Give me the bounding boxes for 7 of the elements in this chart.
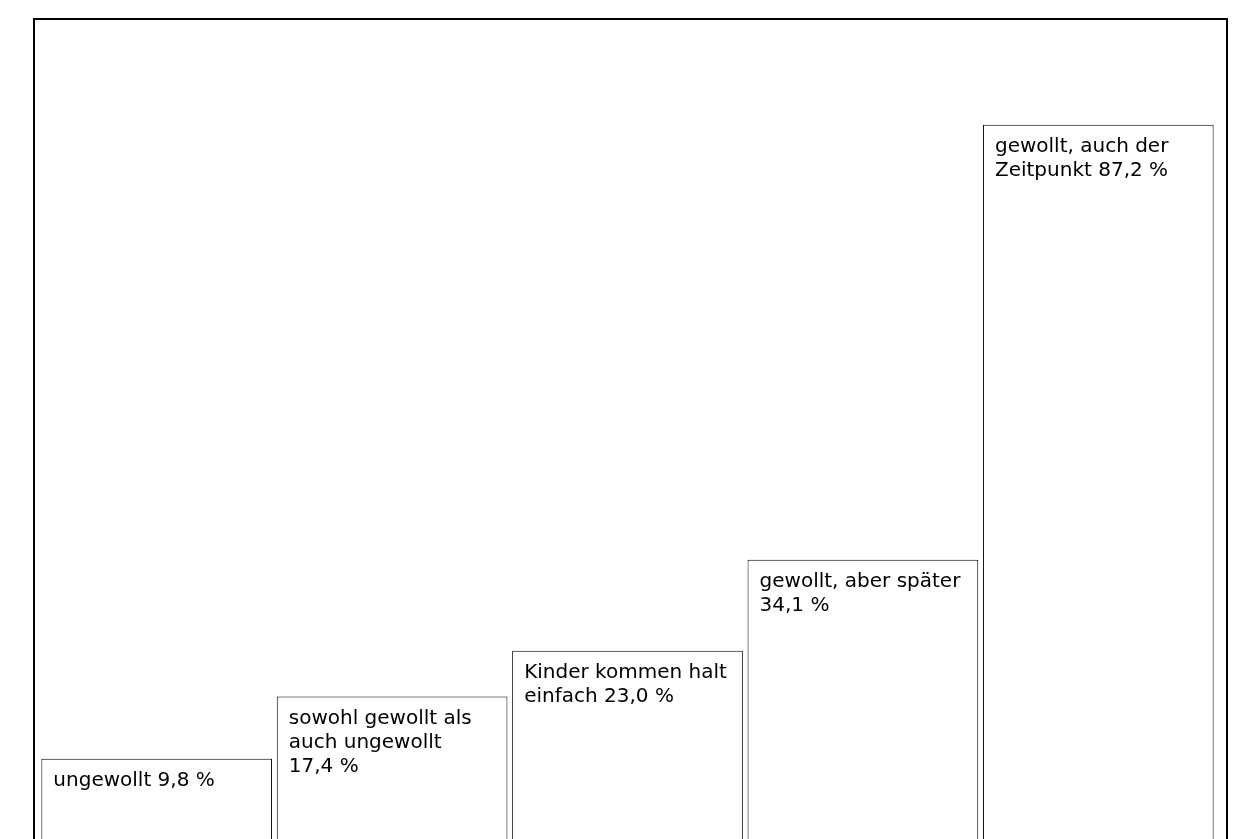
- x-tick-label: gewollt, aber später: [759, 567, 962, 592]
- category-label: gewollt, auch der Zeitpunkt 87,2 %: [994, 133, 1169, 182]
- category-label: Kinder kommen halt einfach 23,0 %: [524, 658, 727, 707]
- data-label: 17,4 %: [288, 752, 359, 777]
- data-label: 34,1 %: [759, 591, 830, 616]
- x-tick-label: sowohl gewollt als auch ungewollt: [288, 704, 472, 753]
- category-label: ungewollt 9,8 %: [53, 766, 215, 791]
